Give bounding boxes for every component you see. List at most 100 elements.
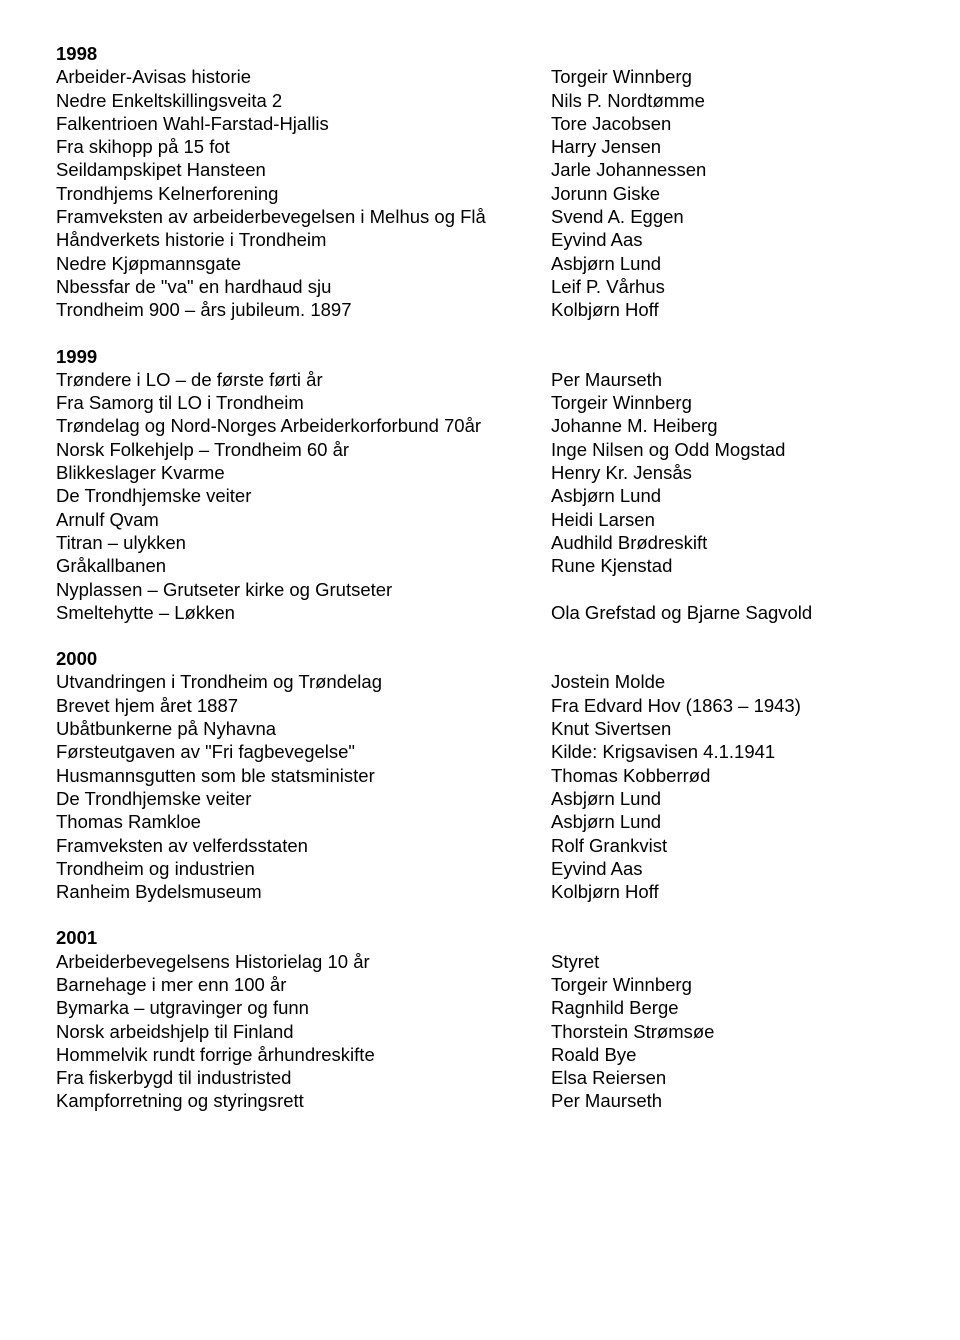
entry-title: Ubåtbunkerne på Nyhavna — [56, 717, 551, 740]
entry-author: Jarle Johannessen — [551, 158, 904, 181]
year-heading: 2000 — [56, 647, 904, 670]
entry-author: Kolbjørn Hoff — [551, 880, 904, 903]
entry-row: Nedre Enkeltskillingsveita 2Nils P. Nord… — [56, 89, 904, 112]
entry-title: Trondheim 900 – års jubileum. 1897 — [56, 298, 551, 321]
entry-title: Ranheim Bydelsmuseum — [56, 880, 551, 903]
entry-row: Bymarka – utgravinger og funnRagnhild Be… — [56, 996, 904, 1019]
entry-title: Hommelvik rundt forrige århundreskifte — [56, 1043, 551, 1066]
entry-row: Framveksten av arbeiderbevegelsen i Melh… — [56, 205, 904, 228]
entry-author: Tore Jacobsen — [551, 112, 904, 135]
entry-author: Per Maurseth — [551, 1089, 904, 1112]
entry-row: Førsteutgaven av "Fri fagbevegelse"Kilde… — [56, 740, 904, 763]
entry-title: Seildampskipet Hansteen — [56, 158, 551, 181]
entry-title: Norsk arbeidshjelp til Finland — [56, 1020, 551, 1043]
entry-author: Henry Kr. Jensås — [551, 461, 904, 484]
entry-author: Torgeir Winnberg — [551, 65, 904, 88]
entry-title: Nedre Kjøpmannsgate — [56, 252, 551, 275]
entry-row: Nbessfar de "va" en hardhaud sjuLeif P. … — [56, 275, 904, 298]
entry-row: Arnulf QvamHeidi Larsen — [56, 508, 904, 531]
entry-author: Thomas Kobberrød — [551, 764, 904, 787]
entry-row: Ubåtbunkerne på NyhavnaKnut Sivertsen — [56, 717, 904, 740]
entry-author: Heidi Larsen — [551, 508, 904, 531]
year-heading: 1999 — [56, 345, 904, 368]
entry-author — [551, 578, 904, 601]
entry-author: Per Maurseth — [551, 368, 904, 391]
entry-title: Bymarka – utgravinger og funn — [56, 996, 551, 1019]
entry-row: Trøndere i LO – de første førti årPer Ma… — [56, 368, 904, 391]
entry-row: Framveksten av velferdsstatenRolf Grankv… — [56, 834, 904, 857]
entry-row: Norsk arbeidshjelp til FinlandThorstein … — [56, 1020, 904, 1043]
entry-author: Leif P. Vårhus — [551, 275, 904, 298]
entry-author: Elsa Reiersen — [551, 1066, 904, 1089]
entry-title: Fra Samorg til LO i Trondheim — [56, 391, 551, 414]
entry-title: Framveksten av arbeiderbevegelsen i Melh… — [56, 205, 551, 228]
entry-row: Arbeiderbevegelsens Historielag 10 årSty… — [56, 950, 904, 973]
entry-row: Titran – ulykkenAudhild Brødreskift — [56, 531, 904, 554]
entry-author: Rolf Grankvist — [551, 834, 904, 857]
entry-author: Asbjørn Lund — [551, 810, 904, 833]
entry-author: Jorunn Giske — [551, 182, 904, 205]
entry-row: De Trondhjemske veiterAsbjørn Lund — [56, 484, 904, 507]
entry-row: Norsk Folkehjelp – Trondheim 60 årInge N… — [56, 438, 904, 461]
entry-title: Trondhjems Kelnerforening — [56, 182, 551, 205]
entry-author: Thorstein Strømsøe — [551, 1020, 904, 1043]
entry-row: Utvandringen i Trondheim og TrøndelagJos… — [56, 670, 904, 693]
entry-title: Blikkeslager Kvarme — [56, 461, 551, 484]
entry-author: Jostein Molde — [551, 670, 904, 693]
section: 1999Trøndere i LO – de første førti årPe… — [56, 345, 904, 625]
entry-title: Trondheim og industrien — [56, 857, 551, 880]
entry-row: Håndverkets historie i TrondheimEyvind A… — [56, 228, 904, 251]
entry-author: Eyvind Aas — [551, 857, 904, 880]
entry-row: Fra Samorg til LO i TrondheimTorgeir Win… — [56, 391, 904, 414]
entry-row: GråkallbanenRune Kjenstad — [56, 554, 904, 577]
entry-row: Falkentrioen Wahl-Farstad-HjallisTore Ja… — [56, 112, 904, 135]
entry-title: Førsteutgaven av "Fri fagbevegelse" — [56, 740, 551, 763]
entry-title: Arnulf Qvam — [56, 508, 551, 531]
entry-row: Nyplassen – Grutseter kirke og Grutseter — [56, 578, 904, 601]
entry-title: Arbeider-Avisas historie — [56, 65, 551, 88]
entry-author: Ragnhild Berge — [551, 996, 904, 1019]
entry-row: Kampforretning og styringsrettPer Maurse… — [56, 1089, 904, 1112]
entry-title: Kampforretning og styringsrett — [56, 1089, 551, 1112]
entry-author: Asbjørn Lund — [551, 787, 904, 810]
entry-row: Smeltehytte – LøkkenOla Grefstad og Bjar… — [56, 601, 904, 624]
entry-title: Nyplassen – Grutseter kirke og Grutseter — [56, 578, 551, 601]
entry-title: De Trondhjemske veiter — [56, 484, 551, 507]
entry-author: Ola Grefstad og Bjarne Sagvold — [551, 601, 904, 624]
entry-title: Norsk Folkehjelp – Trondheim 60 år — [56, 438, 551, 461]
entry-title: Brevet hjem året 1887 — [56, 694, 551, 717]
year-heading: 2001 — [56, 926, 904, 949]
entry-row: Brevet hjem året 1887Fra Edvard Hov (186… — [56, 694, 904, 717]
entry-title: Fra fiskerbygd til industristed — [56, 1066, 551, 1089]
entry-author: Eyvind Aas — [551, 228, 904, 251]
entry-row: Hommelvik rundt forrige århundreskifteRo… — [56, 1043, 904, 1066]
entry-row: Trondheim 900 – års jubileum. 1897Kolbjø… — [56, 298, 904, 321]
entry-author: Kolbjørn Hoff — [551, 298, 904, 321]
entry-author: Inge Nilsen og Odd Mogstad — [551, 438, 904, 461]
entry-author: Audhild Brødreskift — [551, 531, 904, 554]
entry-title: Arbeiderbevegelsens Historielag 10 år — [56, 950, 551, 973]
entry-row: Thomas RamkloeAsbjørn Lund — [56, 810, 904, 833]
entry-row: Trondheim og industrienEyvind Aas — [56, 857, 904, 880]
entry-title: Gråkallbanen — [56, 554, 551, 577]
entry-title: Nbessfar de "va" en hardhaud sju — [56, 275, 551, 298]
entry-author: Svend A. Eggen — [551, 205, 904, 228]
entry-row: Nedre KjøpmannsgateAsbjørn Lund — [56, 252, 904, 275]
entry-title: Fra skihopp på 15 fot — [56, 135, 551, 158]
entry-row: Trøndelag og Nord-Norges Arbeiderkorforb… — [56, 414, 904, 437]
entry-title: Husmannsgutten som ble statsminister — [56, 764, 551, 787]
entry-row: Husmannsgutten som ble statsministerThom… — [56, 764, 904, 787]
section: 1998Arbeider-Avisas historieTorgeir Winn… — [56, 42, 904, 322]
entry-author: Knut Sivertsen — [551, 717, 904, 740]
entry-title: Falkentrioen Wahl-Farstad-Hjallis — [56, 112, 551, 135]
entry-title: Utvandringen i Trondheim og Trøndelag — [56, 670, 551, 693]
entry-title: De Trondhjemske veiter — [56, 787, 551, 810]
entry-row: Fra skihopp på 15 fotHarry Jensen — [56, 135, 904, 158]
entry-author: Nils P. Nordtømme — [551, 89, 904, 112]
entry-title: Barnehage i mer enn 100 år — [56, 973, 551, 996]
entry-title: Håndverkets historie i Trondheim — [56, 228, 551, 251]
entry-title: Trøndelag og Nord-Norges Arbeiderkorforb… — [56, 414, 551, 437]
entry-row: Ranheim BydelsmuseumKolbjørn Hoff — [56, 880, 904, 903]
document-container: 1998Arbeider-Avisas historieTorgeir Winn… — [56, 42, 904, 1113]
entry-row: Trondhjems KelnerforeningJorunn Giske — [56, 182, 904, 205]
